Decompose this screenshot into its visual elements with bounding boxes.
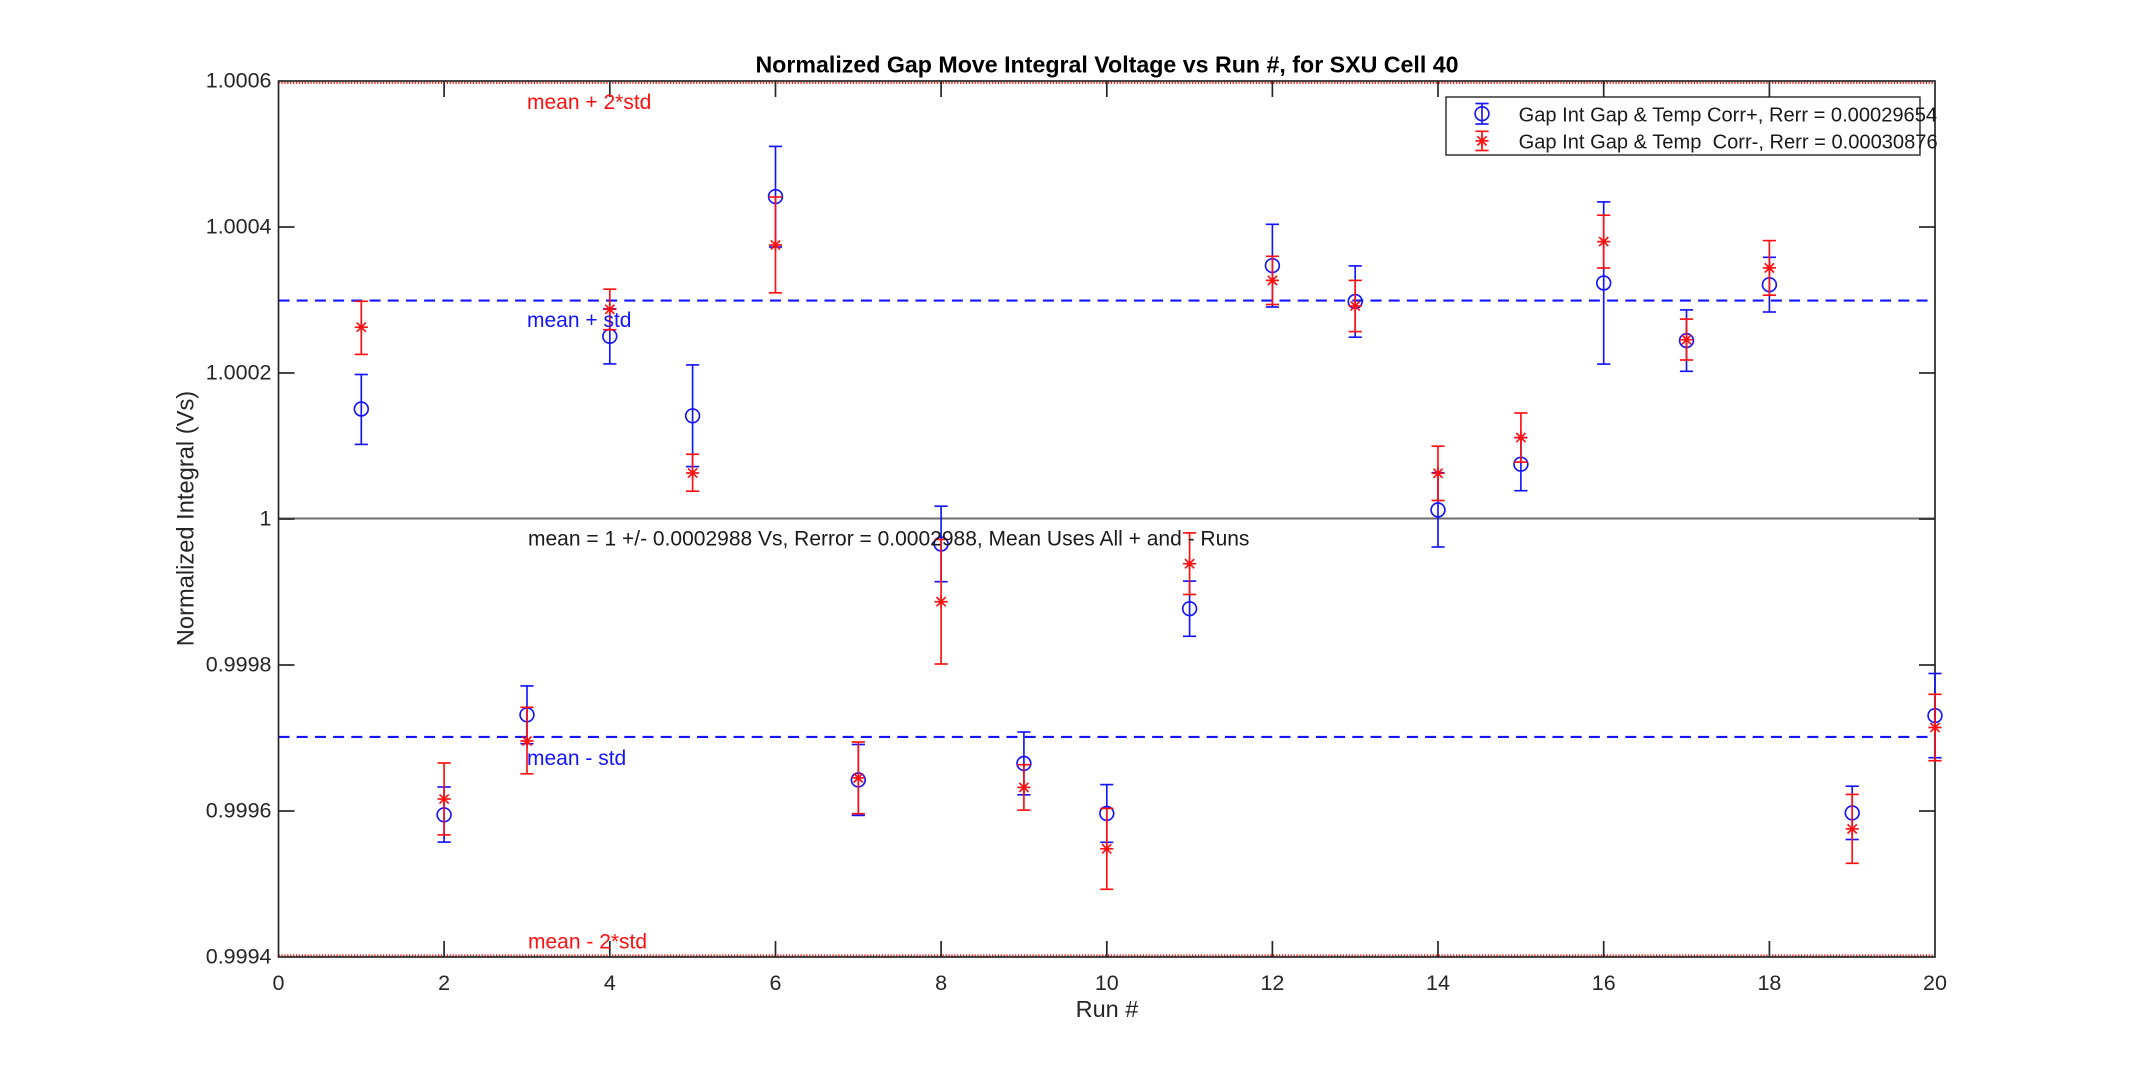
svg-text:0.9996: 0.9996 [206,798,272,822]
svg-text:mean + std: mean + std [527,309,631,332]
svg-text:14: 14 [1426,971,1450,995]
svg-text:8: 8 [935,971,947,995]
svg-text:mean - std: mean - std [527,747,626,770]
svg-text:0: 0 [273,971,285,995]
svg-text:2: 2 [438,971,450,995]
svg-text:Gap Int Gap & Temp Corr-, Rer: Gap Int Gap & Temp Corr-, Rerr = 0.00030… [1519,131,1938,153]
svg-text:1.0002: 1.0002 [206,360,272,384]
svg-text:mean - 2*std: mean - 2*std [528,931,647,954]
svg-text:1: 1 [260,506,272,530]
svg-text:20: 20 [1923,971,1947,995]
svg-text:Normalized Gap Move Integral V: Normalized Gap Move Integral Voltage vs … [755,52,1458,78]
svg-text:1.0006: 1.0006 [206,68,272,92]
svg-text:18: 18 [1757,971,1781,995]
svg-text:0.9998: 0.9998 [206,652,272,676]
svg-text:Run #: Run # [1076,996,1139,1022]
svg-text:Gap Int Gap & Temp Corr+, Rerr: Gap Int Gap & Temp Corr+, Rerr = 0.00029… [1519,104,1938,126]
svg-text:1.0004: 1.0004 [206,214,272,238]
svg-text:6: 6 [770,971,782,995]
svg-text:10: 10 [1095,971,1119,995]
svg-text:4: 4 [604,971,616,995]
svg-text:12: 12 [1260,971,1284,995]
svg-text:mean = 1 +/- 0.0002988 Vs, Rer: mean = 1 +/- 0.0002988 Vs, Rerror = 0.00… [528,528,1249,551]
svg-text:0.9994: 0.9994 [206,944,272,968]
svg-text:16: 16 [1592,971,1616,995]
svg-text:Normalized Integral (Vs): Normalized Integral (Vs) [174,391,200,646]
svg-text:mean + 2*std: mean + 2*std [527,91,651,114]
